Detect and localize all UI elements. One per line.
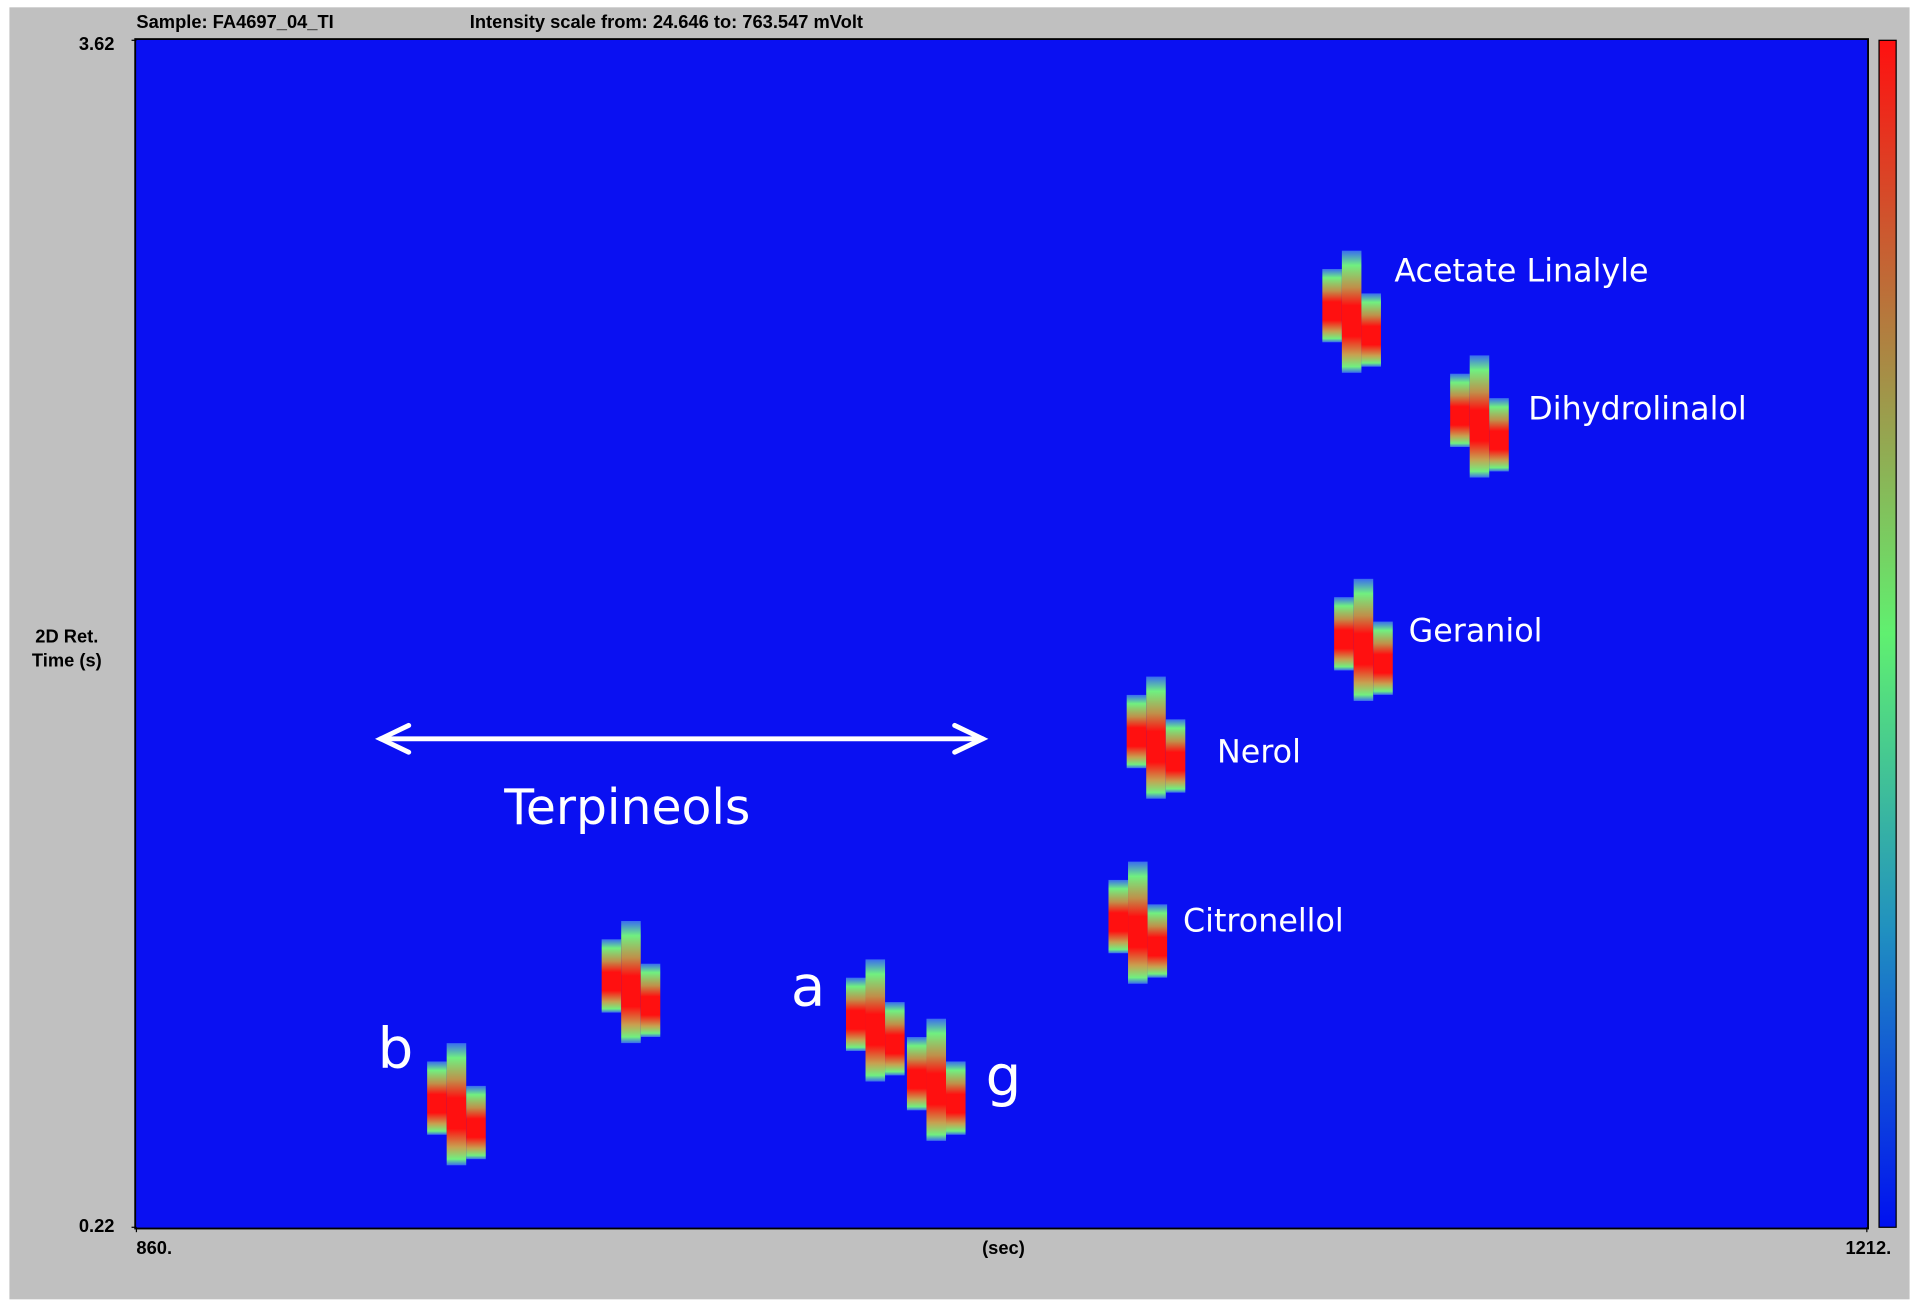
group-arrow — [374, 722, 989, 755]
peak-cell — [1353, 578, 1374, 701]
peak-label: Geraniol — [1409, 614, 1543, 650]
peak — [1108, 861, 1168, 984]
peak-cell — [446, 1043, 467, 1166]
peak-label: Acetate Linalyle — [1394, 254, 1648, 290]
x-tick-label: 860. — [136, 1237, 172, 1258]
sample-label: Sample: FA4697_04_TI — [136, 11, 333, 32]
peak-cell — [1126, 694, 1147, 769]
y-axis-label: 2D Ret. — [35, 625, 98, 646]
peak — [1126, 676, 1186, 799]
peak-cell — [1450, 373, 1470, 447]
peak-label: b — [378, 1016, 414, 1081]
intensity-scale: Intensity scale from: 24.646 to: 763.547… — [470, 11, 863, 32]
peak-cell — [946, 1061, 966, 1135]
peak-cell — [1334, 597, 1354, 671]
peak-cell — [1108, 879, 1129, 954]
peak — [1450, 355, 1509, 478]
peak-cell — [865, 959, 886, 1082]
peak-cell — [1361, 293, 1381, 367]
peak-label: Nerol — [1217, 735, 1301, 771]
peak-cell — [1489, 398, 1509, 472]
peak-cell — [1341, 250, 1362, 373]
peak-cell — [640, 963, 661, 1037]
peak-label: g — [986, 1044, 1022, 1109]
peak — [427, 1043, 486, 1166]
peak — [1334, 578, 1393, 701]
peak-cell — [1373, 621, 1393, 695]
peak-cell — [1128, 861, 1148, 984]
color-bar — [1878, 39, 1897, 1228]
peak-cell — [466, 1085, 486, 1160]
peak-cell — [906, 1037, 927, 1111]
peak-label: Dihydrolinalol — [1528, 391, 1746, 427]
peak-label: a — [791, 955, 825, 1020]
peak-cell — [1469, 355, 1490, 478]
peak-cell — [1146, 676, 1166, 799]
peak-cell — [1147, 904, 1168, 978]
peak-cell — [1165, 719, 1186, 793]
peak-cell — [427, 1061, 447, 1135]
x-tick-label: 1212. — [1845, 1237, 1891, 1258]
peak — [601, 920, 661, 1044]
peak-cell — [1322, 268, 1342, 343]
peak-cell — [885, 1002, 905, 1076]
group-annotation: Terpineols — [503, 779, 750, 836]
peak-cell — [926, 1018, 947, 1141]
y-tick-label: 3.62 — [79, 33, 115, 54]
peak-cell — [601, 939, 622, 1013]
y-axis-label: Time (s) — [32, 650, 102, 671]
peak-label: Citronellol — [1183, 904, 1344, 940]
peak-cell — [845, 977, 866, 1051]
peak-cell — [621, 920, 641, 1044]
plot-area — [134, 38, 1869, 1230]
peak — [906, 1018, 966, 1141]
x-axis-label: (sec) — [982, 1237, 1025, 1258]
y-tick-label: 0.22 — [79, 1215, 115, 1236]
peak — [845, 959, 905, 1082]
peak — [1322, 250, 1381, 373]
